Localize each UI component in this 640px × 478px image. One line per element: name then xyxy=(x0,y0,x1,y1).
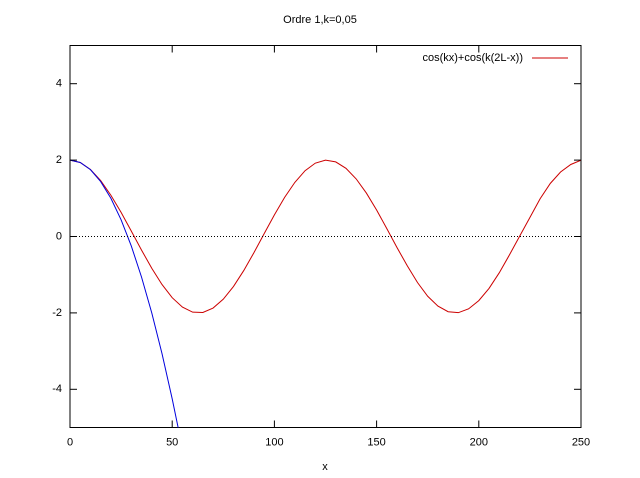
y-tick-label: 0 xyxy=(56,230,62,242)
chart-title: Ordre 1,k=0,05 xyxy=(283,14,357,26)
x-tick-label: 250 xyxy=(572,436,590,448)
x-tick-label: 0 xyxy=(67,436,73,448)
line-series xyxy=(70,159,581,314)
y-tick-label: 4 xyxy=(56,78,62,90)
y-tick-label: 2 xyxy=(56,154,62,166)
legend-label: cos(kx)+cos(k(2L-x)) xyxy=(422,52,523,64)
x-axis-label: x xyxy=(322,461,328,473)
line-series xyxy=(70,159,179,428)
plot-area xyxy=(70,159,581,428)
x-tick-label: 100 xyxy=(265,436,283,448)
y-tick-label: -2 xyxy=(52,307,62,319)
x-tick-label: 50 xyxy=(166,436,178,448)
y-tick-label: -4 xyxy=(52,383,62,395)
x-tick-label: 200 xyxy=(470,436,488,448)
x-tick-label: 150 xyxy=(367,436,385,448)
